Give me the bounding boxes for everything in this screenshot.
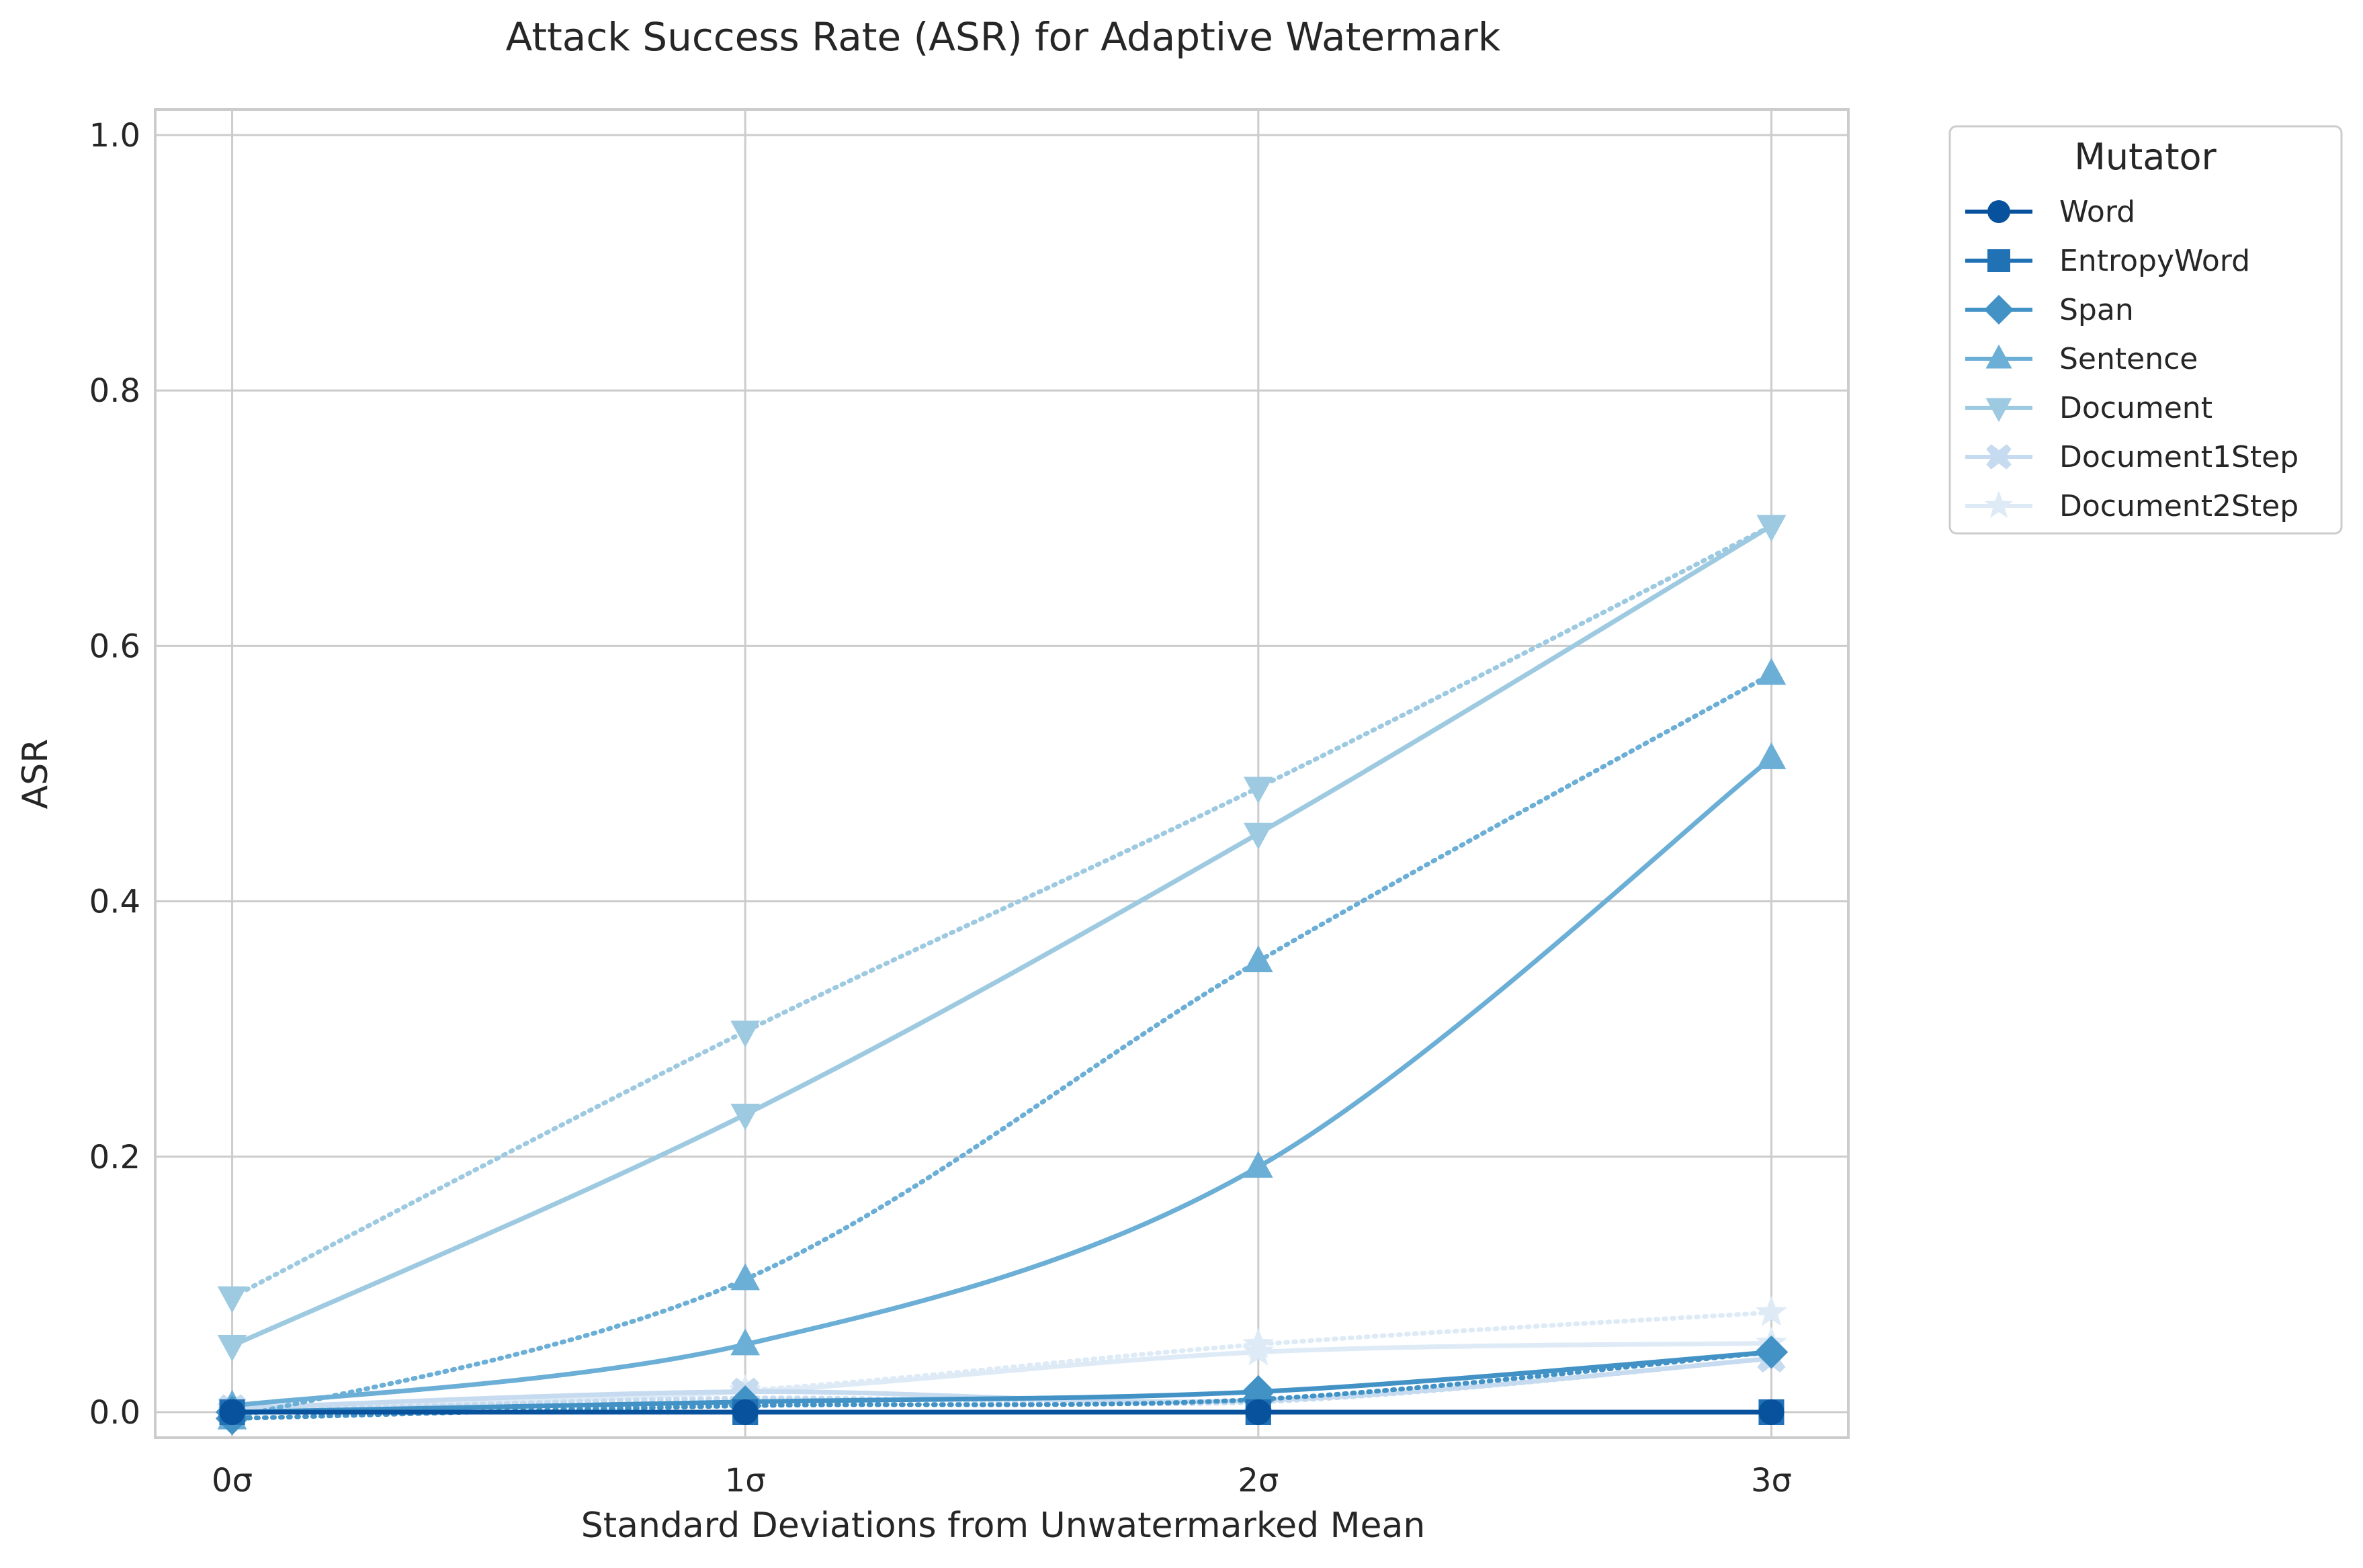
data-point-dotted xyxy=(1755,1296,1787,1326)
y-tick-label: 0.0 xyxy=(89,1394,140,1432)
data-point xyxy=(730,1103,761,1131)
legend-marker xyxy=(1985,344,2012,369)
series-dotted-line xyxy=(230,523,1774,1300)
legend-marker xyxy=(1985,398,2012,423)
legend-entry: Document1Step xyxy=(1965,440,2298,474)
series-dotted-line xyxy=(230,671,1774,1421)
legend-label: Word xyxy=(2059,195,2135,229)
data-point xyxy=(1756,742,1787,769)
data-point xyxy=(217,1334,247,1362)
legend-entry: Document xyxy=(1965,391,2212,425)
x-tick-label: 3σ xyxy=(1751,1462,1792,1499)
data-point xyxy=(1754,1335,1789,1369)
legend-entry: EntropyWord xyxy=(1965,244,2250,278)
legend: Mutator Word EntropyWord Span Sentence Docum… xyxy=(1948,125,2343,535)
legend-label: Document xyxy=(2059,391,2212,425)
legend-marker xyxy=(1987,200,2010,223)
y-tick-label: 0.8 xyxy=(89,372,140,410)
plot-frame xyxy=(154,108,1850,1439)
data-point-dotted xyxy=(730,1263,761,1291)
x-tick-label: 0σ xyxy=(212,1462,253,1499)
legend-marker xyxy=(1983,294,2014,325)
chart-title: Attack Success Rate (ASR) for Adaptive W… xyxy=(506,14,1501,60)
data-point-dotted xyxy=(217,1286,247,1313)
legend-marker xyxy=(1984,490,2014,518)
y-axis-label: ASR xyxy=(15,739,56,810)
y-tick-label: 0.2 xyxy=(89,1139,140,1176)
plot-area: 0.0 0.2 0.4 0.6 0.8 1.0 0σ 1σ 2σ 3σ xyxy=(89,108,1850,1499)
legend-frame xyxy=(1948,125,2343,535)
series-line xyxy=(232,1350,1772,1415)
data-point xyxy=(219,1399,245,1425)
y-tick-label: 0.4 xyxy=(89,883,140,921)
series-word xyxy=(219,1399,1785,1425)
legend-entry: Sentence xyxy=(1965,342,2198,376)
data-point-dotted xyxy=(1756,658,1787,685)
legend-label: Sentence xyxy=(2059,342,2198,376)
legend-marker xyxy=(1987,249,2010,272)
x-tick-label: 1σ xyxy=(725,1462,766,1499)
data-point-dotted xyxy=(1243,777,1273,804)
data-point xyxy=(1243,1151,1273,1178)
data-point xyxy=(1242,1335,1275,1366)
legend-label: Document1Step xyxy=(2059,440,2298,474)
legend-label: Span xyxy=(2059,293,2134,327)
legend-label: Document2Step xyxy=(2059,489,2298,523)
data-point-dotted xyxy=(1243,945,1273,973)
y-tick-label: 1.0 xyxy=(89,117,140,155)
data-point xyxy=(1243,822,1273,850)
data-point xyxy=(1756,515,1787,542)
legend-title: Mutator xyxy=(2074,136,2217,178)
series-line xyxy=(232,756,1773,1408)
legend-entry: Document2Step xyxy=(1965,489,2298,523)
data-point-dotted xyxy=(730,1020,761,1048)
legend-items: Word EntropyWord Span Sentence Document Docum… xyxy=(1965,195,2298,523)
legend-entry: Span xyxy=(1965,293,2134,327)
data-point xyxy=(1245,1399,1271,1425)
legend-label: EntropyWord xyxy=(2059,244,2250,278)
legend-marker xyxy=(1986,444,2012,470)
legend-entry: Word xyxy=(1965,195,2135,229)
series-document xyxy=(217,515,1787,1362)
x-axis-label: Standard Deviations from Unwatermarked M… xyxy=(581,1506,1426,1546)
y-tick-label: 0.6 xyxy=(89,627,140,665)
data-point xyxy=(1758,1399,1785,1425)
x-tick-label: 2σ xyxy=(1238,1462,1279,1499)
series-line xyxy=(231,523,1773,1348)
data-point xyxy=(732,1399,759,1425)
data-point xyxy=(730,1328,761,1356)
